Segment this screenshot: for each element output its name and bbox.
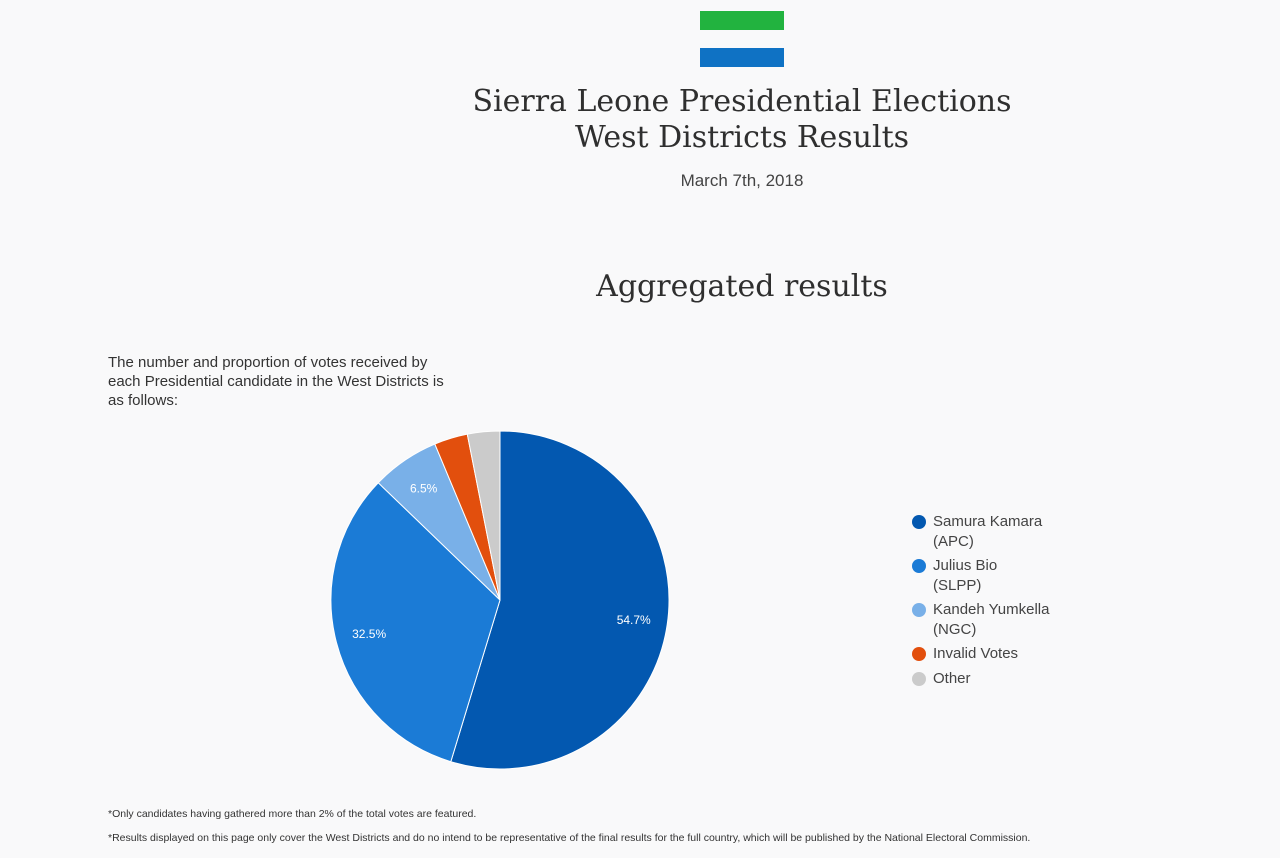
flag-blue-stripe [700,48,784,67]
pie-slices [330,430,670,770]
legend-swatch [912,671,926,686]
footnote-threshold: *Only candidates having gathered more th… [108,808,477,820]
legend-swatch [912,647,926,661]
chart-legend: Samura Kamara (APC) Julius Bio (SLPP) Kand… [912,512,1092,693]
flag-green-stripe [700,11,784,30]
legend-label: Julius Bio (SLPP) [933,557,998,594]
title-line-1: Sierra Leone Presidential Elections [472,84,1012,119]
legend-item[interactable]: Samura Kamara (APC) [912,512,1092,551]
legend-label: Other [933,669,971,687]
pie-slice-5[interactable] [466,430,501,601]
title-line-2: West Districts Results [574,120,910,155]
slice-data-label: 32.5% [352,627,386,641]
legend-item[interactable]: Julius Bio (SLPP) [912,556,1092,595]
legend-swatch [912,603,926,617]
slice-data-label: 6.5% [410,481,438,495]
legend-label: Samura Kamara (APC) [933,513,1043,550]
footnote-disclaimer: *Results displayed on this page only cov… [108,832,1031,844]
page-title: Sierra Leone Presidential Elections West… [0,84,1280,156]
section-title: Aggregated results [596,269,888,304]
legend-label: Kandeh Yumkella (NGC) [933,601,1050,638]
legend-label: Invalid Votes [933,645,1019,662]
legend-item[interactable]: Invalid Votes [912,644,1092,664]
pie-slice-1[interactable] [450,430,670,770]
legend-swatch [912,515,926,529]
legend-item[interactable]: Kandeh Yumkella (NGC) [912,600,1092,639]
legend-swatch [912,559,926,573]
pie-labels: 54.7% 32.5% 6.5% [352,481,651,641]
slice-data-label: 54.7% [617,613,651,627]
results-date: March 7th, 2018 [680,171,804,190]
pie-slice-2[interactable] [330,482,501,763]
legend-item[interactable]: Other [912,669,1092,689]
pie-chart: 54.7% 32.5% 6.5% [330,430,670,770]
intro-text: The number and proportion of votes recei… [108,354,444,409]
